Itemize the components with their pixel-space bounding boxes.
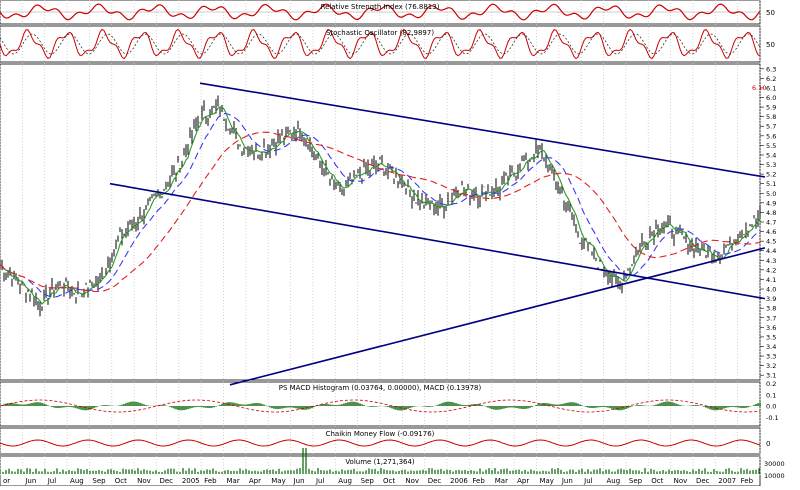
price-tick-label: 4.7 [766, 219, 776, 227]
x-tick-label: Nov [405, 477, 419, 485]
price-tick-label: 3.5 [766, 333, 776, 341]
x-tick-label: Jul [47, 477, 57, 485]
price-tick-label: 6.0 [766, 94, 776, 102]
x-tick-label: Aug [338, 477, 352, 485]
price-tick-label: 5.4 [766, 151, 776, 159]
macd-tick-label: 0.1 [766, 391, 776, 399]
price-tick-label: 3.1 [766, 372, 776, 380]
x-tick-label: Sep [629, 477, 643, 485]
stoch-level: 50 [766, 41, 775, 49]
macd-tick-label: 0.0 [766, 403, 776, 411]
x-tick-label: 2006 [450, 477, 468, 485]
volume-tick-label: 30000 [764, 460, 785, 468]
x-tick-label: Jul [583, 477, 593, 485]
price-tick-label: 3.2 [766, 362, 776, 370]
price-tick-label: 5.6 [766, 132, 776, 140]
price-tick-label: 6.3 [766, 65, 776, 73]
volume-tick-label: 10000 [764, 472, 785, 480]
price-tick-label: 4.4 [766, 247, 776, 255]
stoch-line [0, 28, 761, 60]
x-tick-label: Feb [204, 477, 217, 485]
x-tick-label: Feb [472, 477, 485, 485]
price-tick-label: 5.0 [766, 190, 776, 198]
trendline-upper [199, 82, 766, 178]
x-tick-label: Jun [561, 477, 573, 485]
price-tick-label: 5.7 [766, 123, 776, 131]
x-tick-label: Aug [607, 477, 621, 485]
ma-line-ma-long [0, 131, 761, 293]
price-tick-label: 4.2 [766, 266, 776, 274]
x-tick-label: Aug [70, 477, 84, 485]
ma-line-ma-short [0, 105, 761, 305]
x-tick-label: Dec [696, 477, 710, 485]
price-tick-label: 4.8 [766, 209, 776, 217]
price-tick-label: 3.4 [766, 343, 776, 351]
price-tick-label: 6.2 [766, 75, 776, 83]
price-tick-label: 4.3 [766, 257, 776, 265]
macd-tick-label: -0.1 [766, 414, 779, 422]
price-tick-label: 5.9 [766, 104, 776, 112]
x-tick-label: Sep [361, 477, 375, 485]
x-tick-label: Oct [383, 477, 395, 485]
x-tick-label: Apr [517, 477, 529, 485]
stoch-label: Stochastic Oscillator (82.9897) [326, 29, 434, 37]
trendline-support [229, 247, 766, 386]
price-annotation: 6.10 [752, 84, 766, 92]
price-tick-label: 3.8 [766, 305, 776, 313]
macd-line [0, 399, 761, 413]
price-tick-label: 3.6 [766, 324, 776, 332]
x-tick-label: Sep [92, 477, 106, 485]
x-tick-label: Nov [674, 477, 688, 485]
price-tick-label: 3.3 [766, 353, 776, 361]
price-tick-label: 4.0 [766, 286, 776, 294]
price-tick-label: 4.6 [766, 228, 776, 236]
x-tick-label: Nov [137, 477, 151, 485]
rsi-label: Relative Strength Index (76.8813) [321, 3, 440, 11]
macd-label: PS MACD Histogram (0.03764, 0.00000), MA… [279, 384, 482, 392]
x-tick-label: May [271, 477, 285, 485]
cmf-tick-label: 0 [766, 440, 770, 448]
x-tick-label: 2005 [182, 477, 200, 485]
cmf-line [0, 439, 761, 447]
x-tick-label: Jun [293, 477, 305, 485]
price-tick-label: 5.3 [766, 161, 776, 169]
price-tick-label: 4.5 [766, 238, 776, 246]
rsi-level: 50 [766, 9, 775, 17]
rsi-line [0, 3, 761, 21]
cmf-label: Chaikin Money Flow (-0.09176) [326, 430, 435, 438]
x-tick-label: Oct [115, 477, 127, 485]
x-tick-label: Jun [24, 477, 36, 485]
price-tick-label: 4.1 [766, 276, 776, 284]
x-tick-label: Dec [428, 477, 442, 485]
x-tick-label: May [539, 477, 553, 485]
price-tick-label: 5.5 [766, 142, 776, 150]
stoch-signal [0, 33, 761, 55]
x-tick-label: Oct [651, 477, 663, 485]
x-tick-label: 2007 [718, 477, 736, 485]
volume-label: Volume (1,271,364) [345, 458, 415, 466]
x-tick-label: or [3, 477, 10, 485]
x-tick-label: Mar [495, 477, 508, 485]
price-tick-label: 5.8 [766, 113, 776, 121]
x-tick-label: Feb [741, 477, 754, 485]
price-tick-label: 5.1 [766, 180, 776, 188]
price-tick-label: 5.2 [766, 171, 776, 179]
x-tick-label: Mar [227, 477, 240, 485]
x-tick-label: Jul [315, 477, 325, 485]
price-tick-label: 6.1 [766, 84, 776, 92]
price-tick-label: 4.9 [766, 199, 776, 207]
x-tick-label: Apr [249, 477, 261, 485]
x-tick-label: Dec [159, 477, 173, 485]
price-tick-label: 3.7 [766, 314, 776, 322]
macd-tick-label: 0.2 [766, 380, 776, 388]
price-tick-label: 3.9 [766, 295, 776, 303]
trendline-lower [109, 182, 766, 300]
